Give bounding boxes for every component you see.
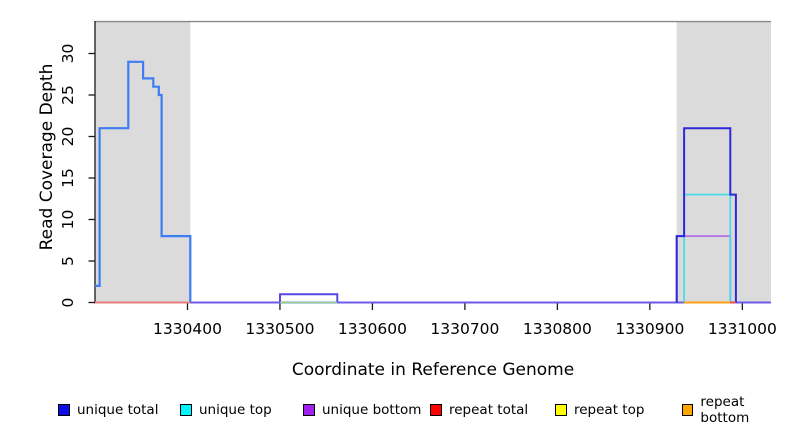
- legend-item-unique-total: unique total: [58, 401, 158, 419]
- legend-item-unique-bottom: unique bottom: [303, 401, 421, 419]
- series-unique-total-right-repeat-region-depth-8-21-13-: [675, 127, 737, 303]
- legend-label-repeat-total: repeat total: [449, 402, 529, 418]
- y-tick-label: 15: [59, 168, 77, 188]
- x-tick-label: 1331000: [708, 320, 777, 338]
- legend-swatch-unique-total: [58, 404, 70, 416]
- y-tick-label: 30: [59, 44, 77, 64]
- repeat-region-shading-1: [676, 21, 771, 303]
- legend-label-unique-bottom: unique bottom: [322, 402, 422, 418]
- y-tick-label: 20: [59, 127, 77, 147]
- legend-label-repeat-top: repeat top: [574, 402, 645, 418]
- series-unique-total-left-repeat-region-depth-2-21-29-27-26-25-8-: [95, 60, 192, 303]
- x-tick-label: 1330400: [153, 320, 222, 338]
- x-axis-title: Coordinate in Reference Genome: [291, 360, 575, 380]
- x-tick-label: 1330500: [245, 320, 314, 338]
- y-tick-label: 5: [59, 256, 77, 266]
- series-unique-top-right-repeat-region-depth-13-: [683, 193, 732, 303]
- legend-swatch-repeat-total: [430, 404, 442, 416]
- y-tick-label: 25: [59, 85, 77, 105]
- legend-item-unique-top: unique top: [180, 401, 272, 419]
- y-axis-title: Read Coverage Depth: [37, 63, 57, 251]
- y-tick-label: 0: [59, 298, 77, 308]
- legend-swatch-unique-bottom: [303, 404, 315, 416]
- x-tick-label: 1330700: [430, 320, 499, 338]
- x-tick-label: 1330900: [615, 320, 684, 338]
- series-unique-total-bottom-bump-depth-1-: [279, 293, 339, 303]
- legend-swatch-repeat-top: [555, 404, 567, 416]
- legend-item-repeat-bottom: repeat bottom: [682, 394, 792, 426]
- legend-swatch-unique-top: [180, 404, 192, 416]
- legend-swatch-repeat-bottom: [682, 404, 694, 416]
- legend-label-unique-total: unique total: [77, 402, 159, 418]
- legend: unique total unique top unique bottom re…: [0, 394, 792, 426]
- x-tick-label: 1330600: [338, 320, 407, 338]
- legend-item-repeat-total: repeat total: [430, 401, 528, 419]
- legend-item-repeat-top: repeat top: [555, 401, 644, 419]
- y-tick-label: 10: [59, 210, 77, 230]
- x-tick-label: 1330800: [523, 320, 592, 338]
- legend-label-repeat-bottom: repeat bottom: [700, 394, 750, 426]
- legend-label-unique-top: unique top: [199, 402, 272, 418]
